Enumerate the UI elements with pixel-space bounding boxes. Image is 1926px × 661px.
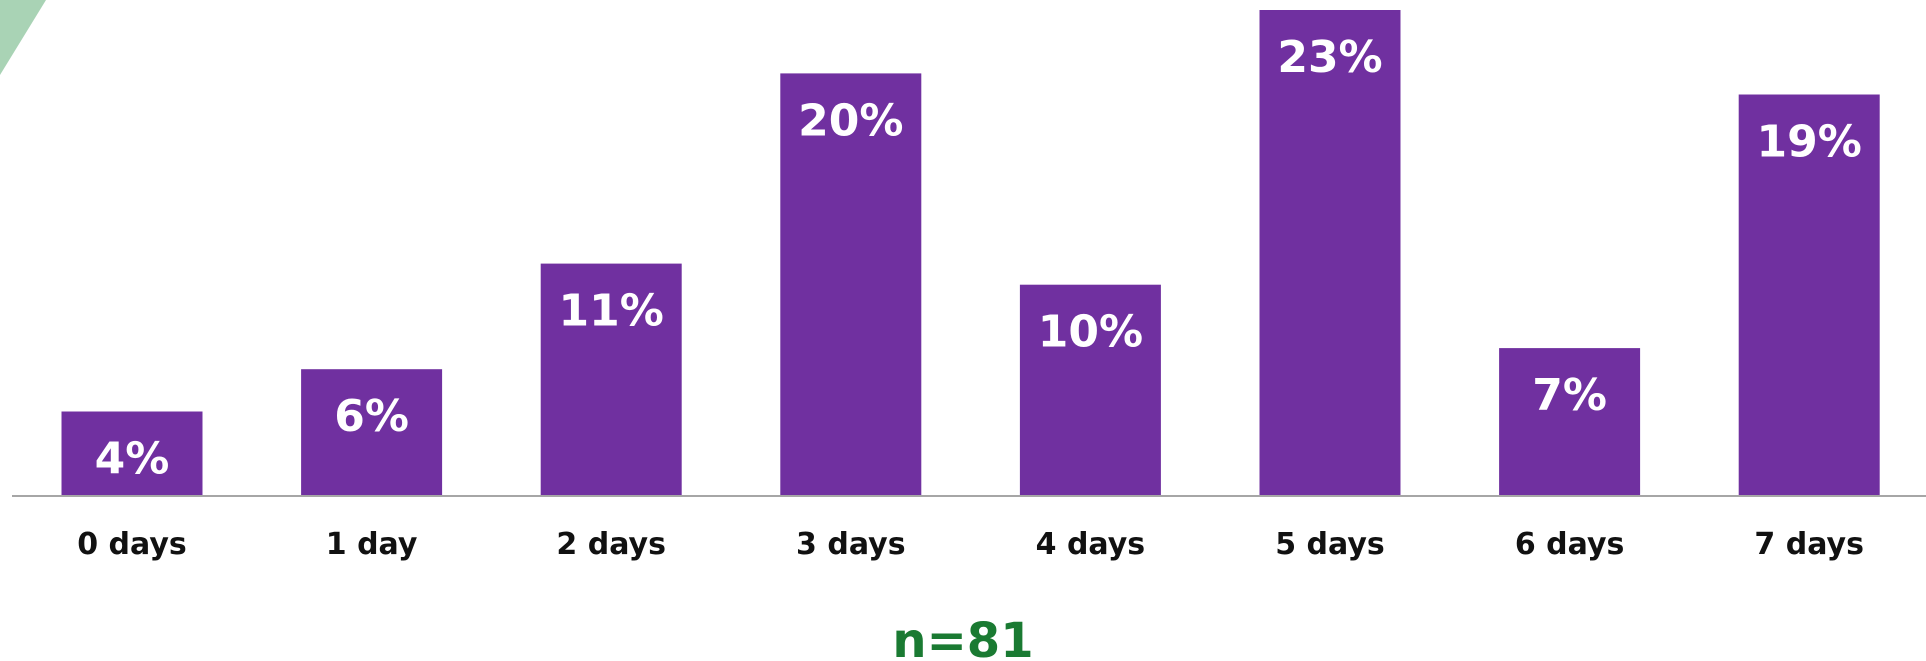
value-label-2: 11% bbox=[559, 286, 664, 337]
x-tick-label-0: 0 days bbox=[77, 527, 187, 562]
value-label-0: 4% bbox=[95, 434, 170, 485]
x-tick-label-5: 5 days bbox=[1275, 527, 1385, 562]
bar-7 bbox=[1738, 94, 1880, 496]
bar-1 bbox=[301, 369, 443, 496]
value-label-1: 6% bbox=[334, 391, 409, 442]
corner-accent-shape bbox=[0, 0, 46, 75]
bars-group bbox=[61, 10, 1880, 497]
value-label-6: 7% bbox=[1532, 370, 1607, 421]
x-tick-label-2: 2 days bbox=[556, 527, 666, 562]
value-labels-group: 4% 6% 11% 20% 10% 23% 7% 19% bbox=[95, 32, 1862, 485]
value-label-5: 23% bbox=[1277, 32, 1382, 83]
sample-size-annotation: n=81 bbox=[892, 613, 1033, 661]
x-tick-label-3: 3 days bbox=[796, 527, 906, 562]
x-tick-label-7: 7 days bbox=[1754, 527, 1864, 562]
value-label-3: 20% bbox=[798, 95, 903, 146]
bar-2 bbox=[540, 263, 682, 496]
x-tick-label-6: 6 days bbox=[1515, 527, 1625, 562]
bar-3 bbox=[780, 73, 922, 497]
value-label-4: 10% bbox=[1038, 307, 1143, 358]
bar-5 bbox=[1259, 10, 1401, 496]
bar-4 bbox=[1019, 284, 1161, 496]
x-tick-label-4: 4 days bbox=[1036, 527, 1146, 562]
x-tick-label-1: 1 day bbox=[326, 527, 418, 562]
tick-labels-group: 0 days 1 day 2 days 3 days 4 days 5 days 6 day… bbox=[77, 527, 1864, 562]
bar-0 bbox=[61, 411, 203, 496]
value-label-7: 19% bbox=[1757, 117, 1862, 168]
bar-6 bbox=[1499, 348, 1641, 496]
